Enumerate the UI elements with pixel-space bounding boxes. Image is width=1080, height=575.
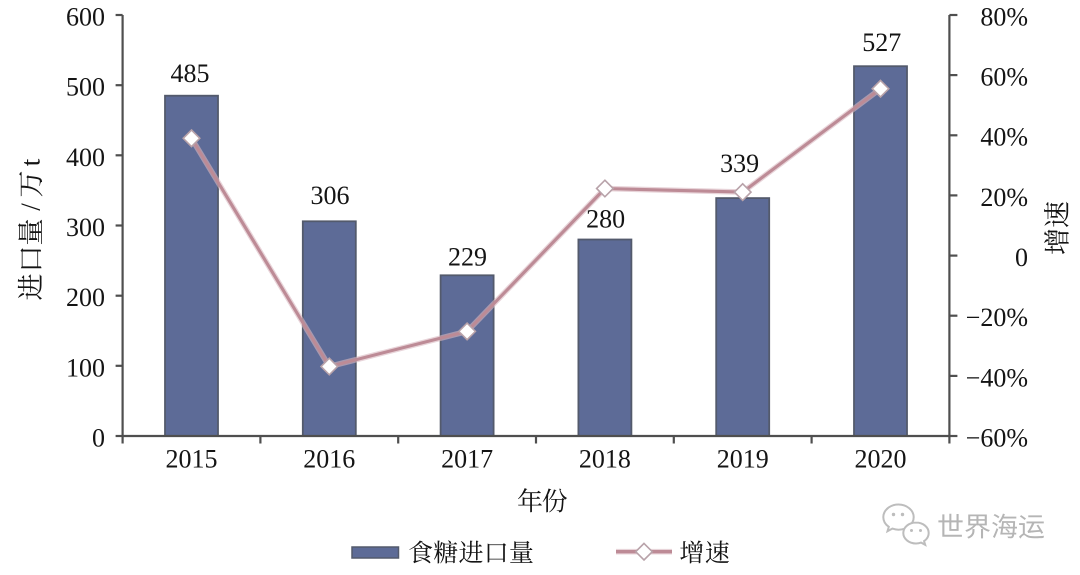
svg-text:0: 0 bbox=[92, 423, 105, 452]
svg-text:20%: 20% bbox=[980, 183, 1028, 212]
svg-text:500: 500 bbox=[66, 73, 105, 102]
svg-text:−60%: −60% bbox=[966, 423, 1028, 452]
svg-text:339: 339 bbox=[720, 149, 759, 178]
svg-text:2015: 2015 bbox=[166, 445, 218, 474]
svg-text:−40%: −40% bbox=[966, 363, 1028, 392]
svg-text:306: 306 bbox=[311, 181, 350, 210]
svg-text:40%: 40% bbox=[980, 123, 1028, 152]
svg-text:2016: 2016 bbox=[303, 445, 355, 474]
svg-text:400: 400 bbox=[66, 143, 105, 172]
svg-text:527: 527 bbox=[862, 28, 901, 57]
svg-text:2020: 2020 bbox=[855, 445, 907, 474]
svg-text:300: 300 bbox=[66, 213, 105, 242]
svg-text:0: 0 bbox=[1015, 243, 1028, 272]
svg-text:485: 485 bbox=[171, 59, 210, 88]
svg-text:60%: 60% bbox=[980, 63, 1028, 92]
svg-text:t: t bbox=[15, 158, 45, 166]
svg-text:280: 280 bbox=[586, 205, 625, 234]
svg-text:229: 229 bbox=[448, 243, 487, 272]
svg-text:2019: 2019 bbox=[717, 445, 769, 474]
svg-text:600: 600 bbox=[66, 2, 105, 31]
svg-text:2018: 2018 bbox=[579, 445, 631, 474]
svg-text:/: / bbox=[15, 203, 45, 211]
svg-text:200: 200 bbox=[66, 283, 105, 312]
svg-text:−20%: −20% bbox=[966, 303, 1028, 332]
svg-text:80%: 80% bbox=[980, 2, 1028, 31]
svg-text:2017: 2017 bbox=[441, 445, 493, 474]
svg-text:100: 100 bbox=[66, 353, 105, 382]
